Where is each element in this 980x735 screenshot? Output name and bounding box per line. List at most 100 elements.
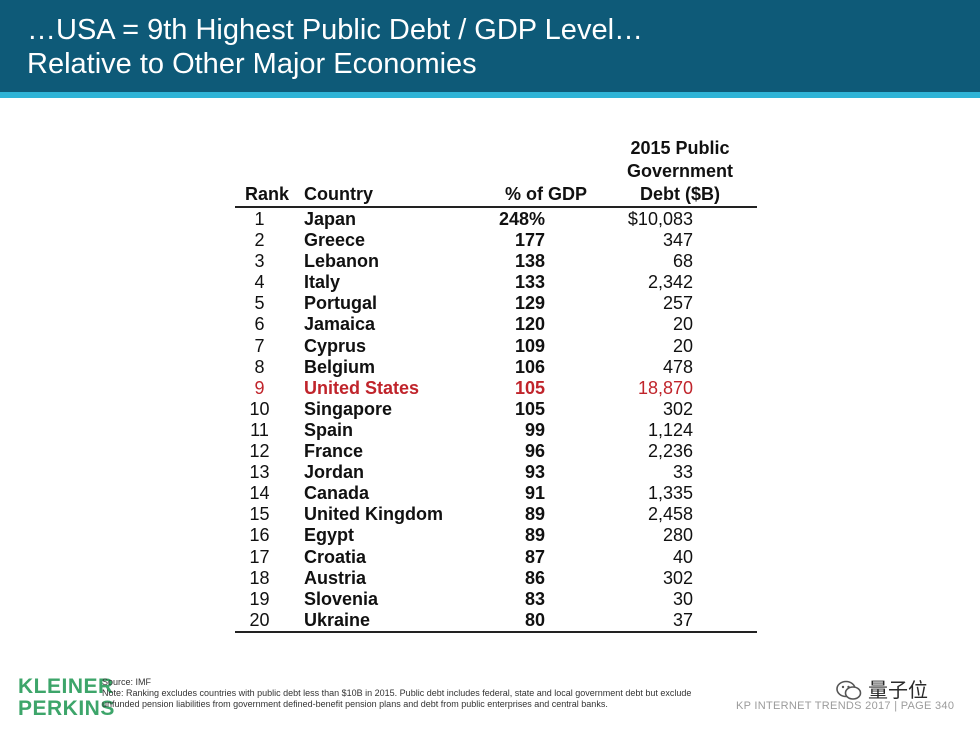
debt-cell: 68: [672, 251, 693, 272]
pct-gdp-cell: 86: [524, 567, 545, 588]
header-accent-stripe: [0, 92, 980, 98]
debt-ranking-table: Rank Country % of GDP 2015 Public Govern…: [235, 136, 757, 633]
debt-cell: 1,335: [647, 483, 693, 504]
country-cell: Belgium: [304, 356, 376, 377]
debt-cell: 280: [662, 525, 693, 546]
table-row: 6 Jamaica 120 20: [235, 314, 757, 335]
debt-cell: 20: [672, 314, 693, 335]
debt-cell: 33: [672, 462, 693, 483]
table-row: 8 Belgium 106 478: [235, 357, 757, 378]
rank-cell: 14: [249, 483, 270, 504]
pct-gdp-cell: 248%: [498, 209, 545, 229]
country-cell: Ukraine: [304, 609, 371, 630]
rank-cell: 2: [254, 230, 265, 251]
pct-gdp-cell: 138: [514, 251, 545, 272]
rank-cell: 19: [249, 588, 270, 609]
debt-cell: 2,236: [647, 441, 693, 462]
table-row: 20 Ukraine 80 37: [235, 610, 757, 631]
country-cell: United Kingdom: [304, 504, 443, 525]
debt-cell: 302: [662, 398, 693, 419]
watermark-text: 量子位: [868, 680, 928, 702]
table-row: 5 Portugal 129 257: [235, 293, 757, 314]
rank-cell: 10: [249, 398, 270, 419]
pct-gdp-cell: 96: [524, 441, 545, 462]
pct-gdp-cell: 87: [524, 546, 545, 567]
country-cell: United States: [304, 377, 420, 398]
page-reference: KP INTERNET TRENDS 2017 | PAGE 340: [736, 700, 955, 712]
logo-line2: PERKINS: [18, 697, 115, 720]
table-row: 3 Lebanon 138 68: [235, 251, 757, 272]
pct-gdp-cell: 129: [514, 293, 545, 314]
rank-cell: 11: [250, 419, 269, 440]
country-cell: Canada: [304, 483, 370, 504]
table-row: 4 Italy 133 2,342: [235, 272, 757, 293]
rank-cell: 6: [254, 314, 265, 335]
debt-cell: 18,870: [637, 377, 693, 398]
table-row: 17 Croatia 87 40: [235, 547, 757, 568]
country-cell: Greece: [304, 230, 366, 251]
rank-cell: 17: [249, 546, 270, 567]
debt-cell: 40: [672, 546, 693, 567]
rank-cell: 9: [254, 377, 265, 398]
table-row: 1 Japan 248% $10,083: [235, 209, 757, 230]
rank-cell: 15: [249, 504, 270, 525]
country-cell: Jordan: [304, 462, 365, 483]
pct-gdp-cell: 83: [524, 588, 545, 609]
source-text: Source: IMF: [102, 677, 152, 687]
rank-cell: 16: [249, 525, 270, 546]
pct-gdp-cell: 91: [524, 483, 545, 504]
table-row: 10 Singapore 105 302: [235, 399, 757, 420]
rank-cell: 20: [249, 609, 270, 630]
country-cell: Croatia: [304, 546, 367, 567]
pct-gdp-cell: 109: [514, 335, 545, 356]
table-row: 9 United States 105 18,870: [235, 378, 757, 399]
table-row: 7 Cyprus 109 20: [235, 336, 757, 357]
country-cell: Lebanon: [304, 251, 379, 272]
rank-cell: 7: [254, 335, 265, 356]
country-cell: France: [304, 441, 364, 462]
rank-cell: 3: [254, 251, 265, 272]
watermark: 量子位: [836, 679, 928, 703]
debt-cell: 478: [662, 356, 693, 377]
rank-cell: 12: [249, 441, 270, 462]
debt-cell: 37: [672, 609, 693, 630]
pct-gdp-cell: 89: [524, 525, 545, 546]
header-rank: Rank: [245, 184, 290, 204]
table-row: 16 Egypt 89 280: [235, 525, 757, 546]
table-row: 11 Spain 99 1,124: [235, 420, 757, 441]
rank-cell: 13: [249, 462, 270, 483]
table-row: 19 Slovenia 83 30: [235, 589, 757, 610]
logo-line1: KLEINER: [18, 675, 114, 698]
pct-gdp-cell: 133: [514, 272, 545, 293]
header-pct-gdp: % of GDP: [505, 184, 588, 204]
pct-gdp-cell: 89: [524, 504, 545, 525]
rank-cell: 1: [254, 209, 265, 229]
country-cell: Egypt: [304, 525, 355, 546]
rank-cell: 4: [254, 272, 265, 293]
debt-cell: 30: [672, 588, 693, 609]
country-cell: Austria: [304, 567, 367, 588]
page-title: …USA = 9th Highest Public Debt / GDP Lev…: [27, 14, 644, 46]
debt-cell: 1,124: [647, 419, 693, 440]
header-debt: 2015 Public Government Debt ($B): [619, 137, 741, 206]
pct-gdp-cell: 105: [514, 398, 545, 419]
pct-gdp-cell: 99: [524, 419, 545, 440]
table-row: 13 Jordan 93 33: [235, 462, 757, 483]
rank-cell: 5: [254, 293, 265, 314]
table-row: 14 Canada 91 1,335: [235, 483, 757, 504]
table-row: 15 United Kingdom 89 2,458: [235, 504, 757, 525]
country-cell: Jamaica: [304, 314, 376, 335]
debt-cell: $10,083: [627, 209, 693, 229]
table-row: 18 Austria 86 302: [235, 568, 757, 589]
debt-cell: 257: [662, 293, 693, 314]
pct-gdp-cell: 177: [514, 230, 545, 251]
pct-gdp-cell: 80: [524, 609, 545, 630]
rank-cell: 18: [249, 567, 270, 588]
debt-cell: 20: [672, 335, 693, 356]
debt-cell: 347: [662, 230, 693, 251]
country-cell: Singapore: [304, 398, 393, 419]
country-cell: Portugal: [304, 293, 378, 314]
table-row: 2 Greece 177 347: [235, 230, 757, 251]
header-debt-line2: Government: [626, 161, 734, 181]
pct-gdp-cell: 93: [524, 462, 545, 483]
